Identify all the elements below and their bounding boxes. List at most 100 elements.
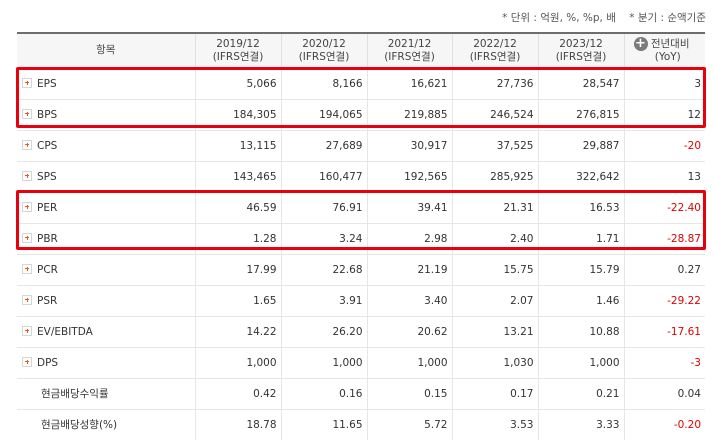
row-label-cell[interactable]: PCR [17,254,195,286]
yoy-cell: -0.20 [623,409,705,440]
row-label: CPS [37,139,58,152]
row-label-cell[interactable]: DPS [17,347,195,379]
expand-plus-icon[interactable] [22,294,32,305]
yoy-cell: -22.40 [623,192,705,224]
value-cell: 285,925 [451,161,538,193]
expand-plus-icon[interactable] [22,325,32,336]
row-label: 현금배당성향(%) [41,419,118,432]
value-cell: 21.31 [451,192,538,224]
yoy-cell: -20 [623,130,705,162]
value-cell: 18.78 [194,409,281,440]
value-cell: 5,066 [194,68,281,100]
yoy-cell: 0.27 [623,254,705,286]
period-year: 2019/12 [216,37,260,50]
value-cell: 2.98 [366,223,452,255]
yoy-sub-label: (YoY) [654,51,681,64]
expand-plus-icon[interactable] [22,77,32,88]
yoy-cell: -29.22 [623,285,705,317]
period-basis: (IFRS연결) [384,50,435,63]
row-label-cell[interactable]: PSR [17,285,195,317]
yoy-label: 전년대비 [650,38,690,51]
period-year: 2023/12 [559,37,603,50]
value-cell: 0.17 [451,378,538,410]
expand-plus-icon[interactable] [22,201,32,212]
value-cell: 5.72 [366,409,452,440]
value-cell: 13,115 [194,130,281,162]
unit-note-currency: * 단위 : 억원, %, %p, 배 [502,12,616,24]
value-cell: 2.07 [451,285,538,317]
expand-columns-button[interactable]: + [633,36,648,52]
value-cell: 14.22 [194,316,281,348]
value-cell: 22.68 [280,254,367,286]
value-cell: 0.42 [194,378,281,410]
column-header-period: 2020/12 (IFRS연결) [280,32,367,69]
value-cell: 192,565 [366,161,452,193]
value-cell: 15.75 [451,254,538,286]
value-cell: 1.65 [194,285,281,317]
value-cell: 21.19 [366,254,452,286]
row-label-cell[interactable]: CPS [17,130,195,162]
row-label-cell: 현금배당성향(%) [17,409,195,440]
row-label: BPS [37,108,58,121]
value-cell: 16,621 [366,68,452,100]
table-row: PCR 17.99 22.68 21.19 15.75 15.79 0.27 [17,254,705,286]
expand-plus-icon[interactable] [22,139,32,150]
period-basis: (IFRS연결) [212,50,264,63]
row-label: PBR [37,232,58,245]
expand-plus-icon[interactable] [22,356,32,367]
column-header-item: 항목 [17,32,195,69]
yoy-cell: -17.61 [623,316,705,348]
value-cell: 1,000 [366,347,452,379]
value-cell: 1.28 [194,223,281,255]
period-year: 2021/12 [387,37,432,50]
value-cell: 37,525 [451,130,538,162]
yoy-cell: 13 [623,161,705,193]
value-cell: 1,030 [451,347,538,379]
expand-plus-icon[interactable] [22,232,32,243]
column-header-yoy: + 전년대비 (YoY) [623,32,705,69]
table-row: DPS 1,000 1,000 1,000 1,030 1,000 -3 [17,347,705,379]
period-basis: (IFRS연결) [298,50,350,63]
column-header-period: 2023/12 (IFRS연결) [537,32,624,69]
value-cell: 3.33 [537,409,624,440]
expand-plus-icon[interactable] [22,170,32,181]
yoy-cell: -3 [623,347,705,379]
table-header-row: 항목 2019/12 (IFRS연결) 2020/12 (IFRS연결) 2021/… [17,32,705,69]
row-label-cell[interactable]: PER [17,192,195,224]
period-year: 2020/12 [302,37,346,50]
value-cell: 3.91 [280,285,367,317]
value-cell: 246,524 [451,99,538,131]
value-cell: 3.53 [451,409,538,440]
row-label: DPS [37,356,59,369]
value-cell: 0.16 [280,378,367,410]
yoy-cell: 3 [623,68,705,100]
value-cell: 322,642 [537,161,624,193]
column-header-period: 2022/12 (IFRS연결) [451,32,538,69]
value-cell: 17.99 [194,254,281,286]
row-label: EPS [37,77,57,90]
value-cell: 46.59 [194,192,281,224]
row-label-cell[interactable]: EV/EBITDA [17,316,195,348]
column-header-period: 2019/12 (IFRS연결) [194,32,281,69]
row-label-cell[interactable]: EPS [17,68,195,100]
value-cell: 15.79 [537,254,624,286]
value-cell: 3.24 [280,223,367,255]
row-label-cell[interactable]: SPS [17,161,195,193]
expand-plus-icon[interactable] [22,263,32,274]
row-label-cell[interactable]: PBR [17,223,195,255]
value-cell: 76.91 [280,192,367,224]
table-row: 현금배당성향(%) 18.78 11.65 5.72 3.53 3.33 -0.20 [17,409,705,440]
table-row: CPS 13,115 27,689 30,917 37,525 29,887 -20 [17,130,705,162]
yoy-cell: 0.04 [623,378,705,410]
row-label-cell[interactable]: BPS [17,99,195,131]
financial-ratio-table: 항목 2019/12 (IFRS연결) 2020/12 (IFRS연결) 2021/… [17,32,705,440]
unit-note: * 단위 : 억원, %, %p, 배 * 분기 : 순액기준 [492,10,706,25]
value-cell: 3.40 [366,285,452,317]
table-row: 현금배당수익률 0.42 0.16 0.15 0.17 0.21 0.04 [17,378,705,410]
period-basis: (IFRS연결) [555,50,607,63]
row-label: PCR [37,263,58,276]
value-cell: 16.53 [537,192,624,224]
value-cell: 0.15 [366,378,452,410]
table-row: EV/EBITDA 14.22 26.20 20.62 13.21 10.88 -17.61 [17,316,705,348]
expand-plus-icon[interactable] [22,108,32,119]
